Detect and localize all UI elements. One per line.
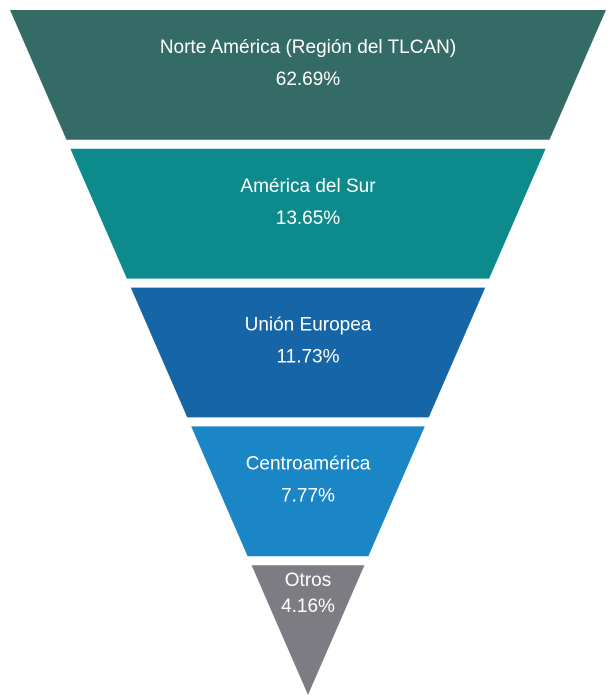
value-label: 11.73% (276, 347, 339, 368)
funnel-segment (251, 565, 365, 695)
funnel-segment (70, 148, 546, 279)
funnel-segment (191, 426, 425, 557)
funnel-segment (130, 287, 486, 418)
segment-label: Centroamérica (246, 453, 371, 474)
value-label: 7.77% (281, 485, 335, 506)
funnel-segment (10, 10, 606, 140)
segment-label: Unión Europea (245, 315, 372, 336)
value-label: 13.65% (276, 208, 341, 229)
segment-label: Otros (285, 570, 331, 591)
value-label: 4.16% (281, 596, 335, 617)
segment-label: América del Sur (240, 176, 376, 197)
value-label: 62.69% (276, 69, 341, 90)
segment-label: Norte América (Región del TLCAN) (160, 37, 456, 58)
